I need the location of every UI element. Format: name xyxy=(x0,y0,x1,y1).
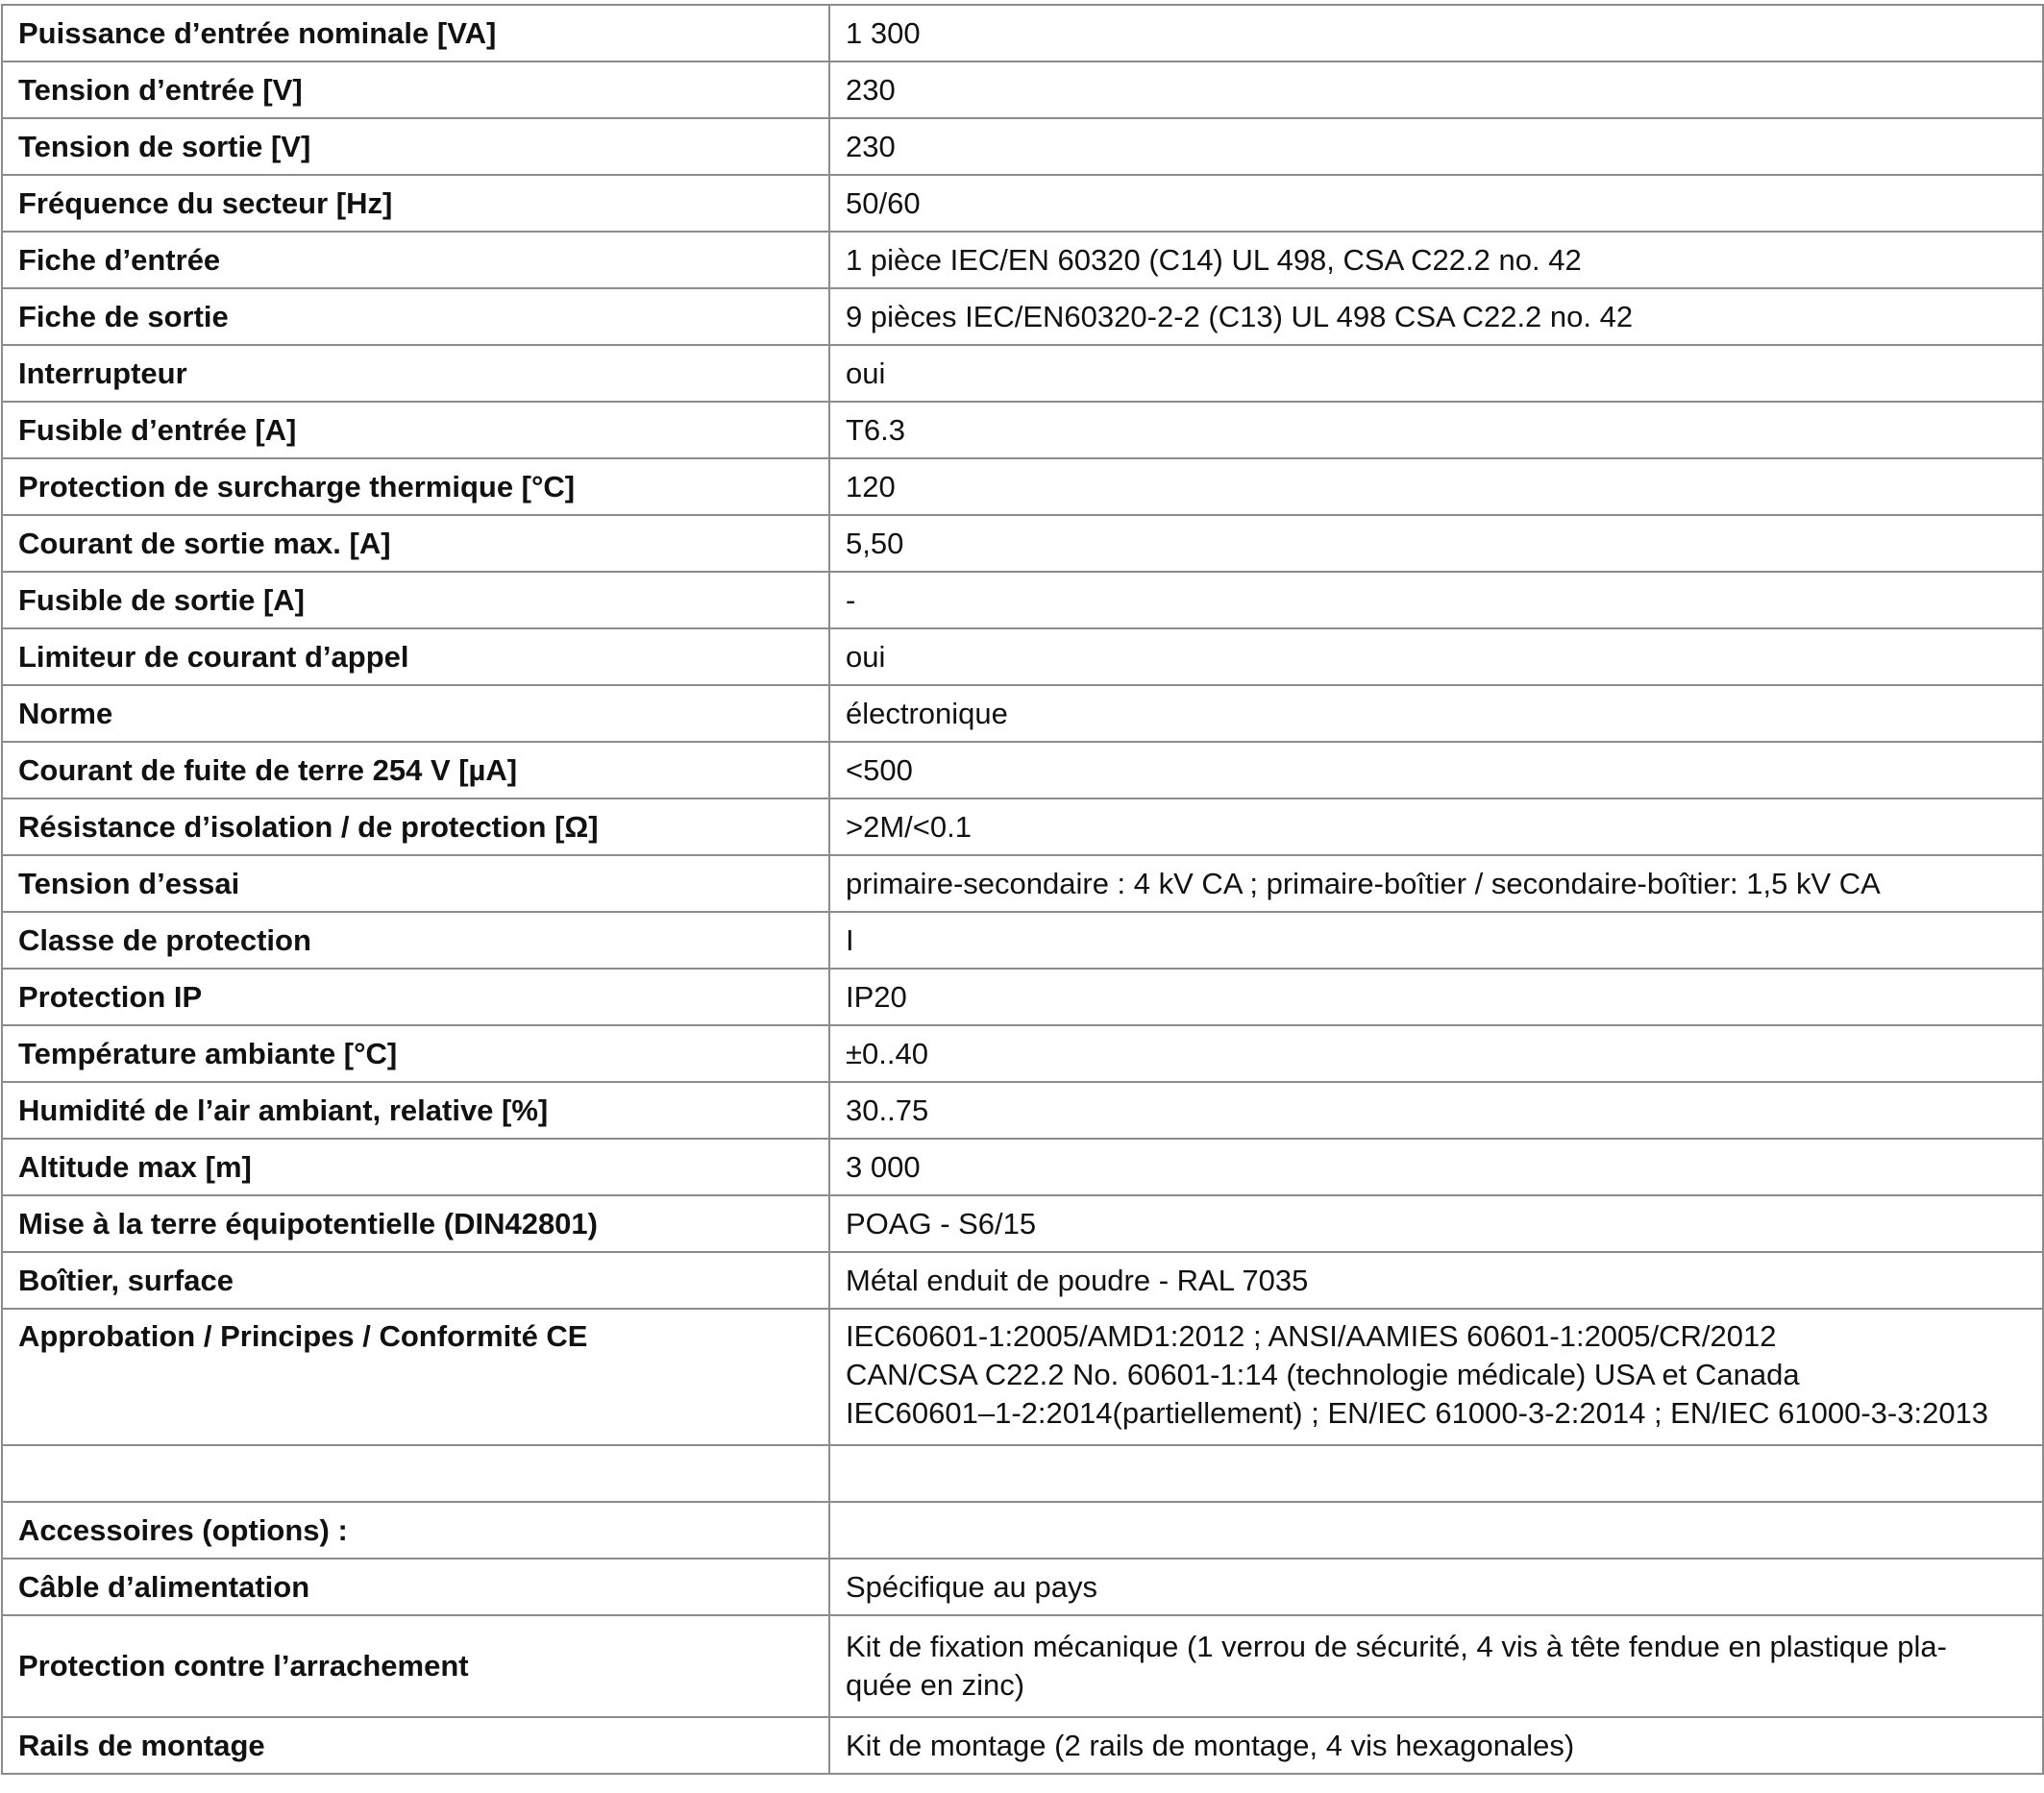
spec-label: Altitude max [m] xyxy=(1,1138,830,1196)
table-row: Fréquence du secteur [Hz] 50/60 xyxy=(1,174,2044,233)
spec-label: Courant de sortie max. [A] xyxy=(1,514,830,573)
spec-label: Puissance d’entrée nominale [VA] xyxy=(1,4,830,62)
spec-value: <500 xyxy=(828,741,2044,799)
spec-value: 120 xyxy=(828,457,2044,516)
spec-label: Fiche de sortie xyxy=(1,287,830,346)
spec-value: 230 xyxy=(828,117,2044,176)
accessoires-heading: Accessoires (options) : xyxy=(1,1501,830,1560)
spec-label: Fusible d’entrée [A] xyxy=(1,401,830,459)
spec-value: oui xyxy=(828,344,2044,403)
spec-label: Courant de fuite de terre 254 V [µA] xyxy=(1,741,830,799)
spec-label: Classe de protection xyxy=(1,911,830,970)
table-row: Boîtier, surface Métal enduit de poudre -… xyxy=(1,1251,2044,1310)
accessoire-value: Spécifique au pays xyxy=(828,1558,2044,1616)
table-row: Fusible de sortie [A] - xyxy=(1,571,2044,629)
accessoire-label: Rails de montage xyxy=(1,1716,830,1775)
spec-label: Limiteur de courant d’appel xyxy=(1,627,830,686)
spec-value: électronique xyxy=(828,684,2044,743)
spec-label: Tension d’essai xyxy=(1,854,830,913)
table-row: Protection de surcharge thermique [°C] 12… xyxy=(1,457,2044,516)
table-row: Limiteur de courant d’appel oui xyxy=(1,627,2044,686)
empty-cell xyxy=(1,1444,830,1503)
table-row: Température ambiante [°C] ±0..40 xyxy=(1,1024,2044,1083)
spec-value: - xyxy=(828,571,2044,629)
table-row: Protection contre l’arrachement Kit de fi… xyxy=(1,1614,2044,1718)
table-row: Humidité de l’air ambiant, relative [%] 3… xyxy=(1,1081,2044,1140)
table-row: Puissance d’entrée nominale [VA] 1 300 xyxy=(1,4,2044,62)
spec-value: primaire-secondaire : 4 kV CA ; primaire… xyxy=(828,854,2044,913)
spec-label: Fiche d’entrée xyxy=(1,231,830,289)
table-row: Tension de sortie [V] 230 xyxy=(1,117,2044,176)
table-row: Classe de protection I xyxy=(1,911,2044,970)
accessoires-heading-row: Accessoires (options) : xyxy=(1,1501,2044,1560)
spec-value: >2M/<0.1 xyxy=(828,798,2044,856)
spec-table: Puissance d’entrée nominale [VA] 1 300 Te… xyxy=(1,4,2044,1775)
spec-value: 230 xyxy=(828,61,2044,119)
approbation-label: Approbation / Principes / Conformité CE xyxy=(1,1308,830,1446)
spec-label: Température ambiante [°C] xyxy=(1,1024,830,1083)
spec-value: 1 pièce IEC/EN 60320 (C14) UL 498, CSA C… xyxy=(828,231,2044,289)
spec-label: Mise à la terre équipotentielle (DIN4280… xyxy=(1,1194,830,1253)
table-row: Mise à la terre équipotentielle (DIN4280… xyxy=(1,1194,2044,1253)
table-row: Norme électronique xyxy=(1,684,2044,743)
spec-value: 9 pièces IEC/EN60320-2-2 (C13) UL 498 CS… xyxy=(828,287,2044,346)
table-row: Fusible d’entrée [A] T6.3 xyxy=(1,401,2044,459)
spec-label: Résistance d’isolation / de protection [… xyxy=(1,798,830,856)
spec-label: Fusible de sortie [A] xyxy=(1,571,830,629)
spec-value: ±0..40 xyxy=(828,1024,2044,1083)
empty-row xyxy=(1,1444,2044,1503)
table-row: Altitude max [m] 3 000 xyxy=(1,1138,2044,1196)
spec-label: Protection de surcharge thermique [°C] xyxy=(1,457,830,516)
empty-cell xyxy=(828,1501,2044,1560)
empty-cell xyxy=(828,1444,2044,1503)
spec-value: oui xyxy=(828,627,2044,686)
table-row: Rails de montage Kit de montage (2 rails … xyxy=(1,1716,2044,1775)
approbation-value: IEC60601-1:2005/AMD1:2012 ; ANSI/AAMIES … xyxy=(828,1308,2044,1446)
spec-value: IP20 xyxy=(828,968,2044,1026)
spec-label: Fréquence du secteur [Hz] xyxy=(1,174,830,233)
table-row: Courant de sortie max. [A] 5,50 xyxy=(1,514,2044,573)
spec-value: I xyxy=(828,911,2044,970)
accessoire-value: Kit de fixation mécanique (1 verrou de s… xyxy=(828,1614,2044,1718)
spec-value: 50/60 xyxy=(828,174,2044,233)
table-row: Courant de fuite de terre 254 V [µA] <500 xyxy=(1,741,2044,799)
spec-value: 3 000 xyxy=(828,1138,2044,1196)
table-row: Résistance d’isolation / de protection [… xyxy=(1,798,2044,856)
spec-label: Humidité de l’air ambiant, relative [%] xyxy=(1,1081,830,1140)
spec-value: Métal enduit de poudre - RAL 7035 xyxy=(828,1251,2044,1310)
spec-value: 30..75 xyxy=(828,1081,2044,1140)
table-row: Protection IP IP20 xyxy=(1,968,2044,1026)
table-row: Interrupteur oui xyxy=(1,344,2044,403)
spec-value: T6.3 xyxy=(828,401,2044,459)
approbation-line: IEC60601–1-2:2014(partiellement) ; EN/IE… xyxy=(846,1396,1989,1430)
spec-label: Tension de sortie [V] xyxy=(1,117,830,176)
approbation-line: IEC60601-1:2005/AMD1:2012 ; ANSI/AAMIES … xyxy=(846,1319,1777,1353)
spec-label: Protection IP xyxy=(1,968,830,1026)
table-row: Tension d’essai primaire-secondaire : 4 k… xyxy=(1,854,2044,913)
approbation-row: Approbation / Principes / Conformité CE … xyxy=(1,1308,2044,1446)
spec-value: 5,50 xyxy=(828,514,2044,573)
accessoire-label: Protection contre l’arrachement xyxy=(1,1614,830,1718)
accessoire-label: Câble d’alimentation xyxy=(1,1558,830,1616)
spec-label: Tension d’entrée [V] xyxy=(1,61,830,119)
accessoire-value: Kit de montage (2 rails de montage, 4 vi… xyxy=(828,1716,2044,1775)
table-row: Fiche d’entrée 1 pièce IEC/EN 60320 (C14)… xyxy=(1,231,2044,289)
spec-label: Boîtier, surface xyxy=(1,1251,830,1310)
spec-value: POAG - S6/15 xyxy=(828,1194,2044,1253)
table-row: Fiche de sortie 9 pièces IEC/EN60320-2-2 … xyxy=(1,287,2044,346)
spec-label: Norme xyxy=(1,684,830,743)
spec-label: Interrupteur xyxy=(1,344,830,403)
table-row: Tension d’entrée [V] 230 xyxy=(1,61,2044,119)
approbation-line: CAN/CSA C22.2 No. 60601-1:14 (technologi… xyxy=(846,1358,1800,1391)
table-row: Câble d’alimentation Spécifique au pays xyxy=(1,1558,2044,1616)
spec-value: 1 300 xyxy=(828,4,2044,62)
